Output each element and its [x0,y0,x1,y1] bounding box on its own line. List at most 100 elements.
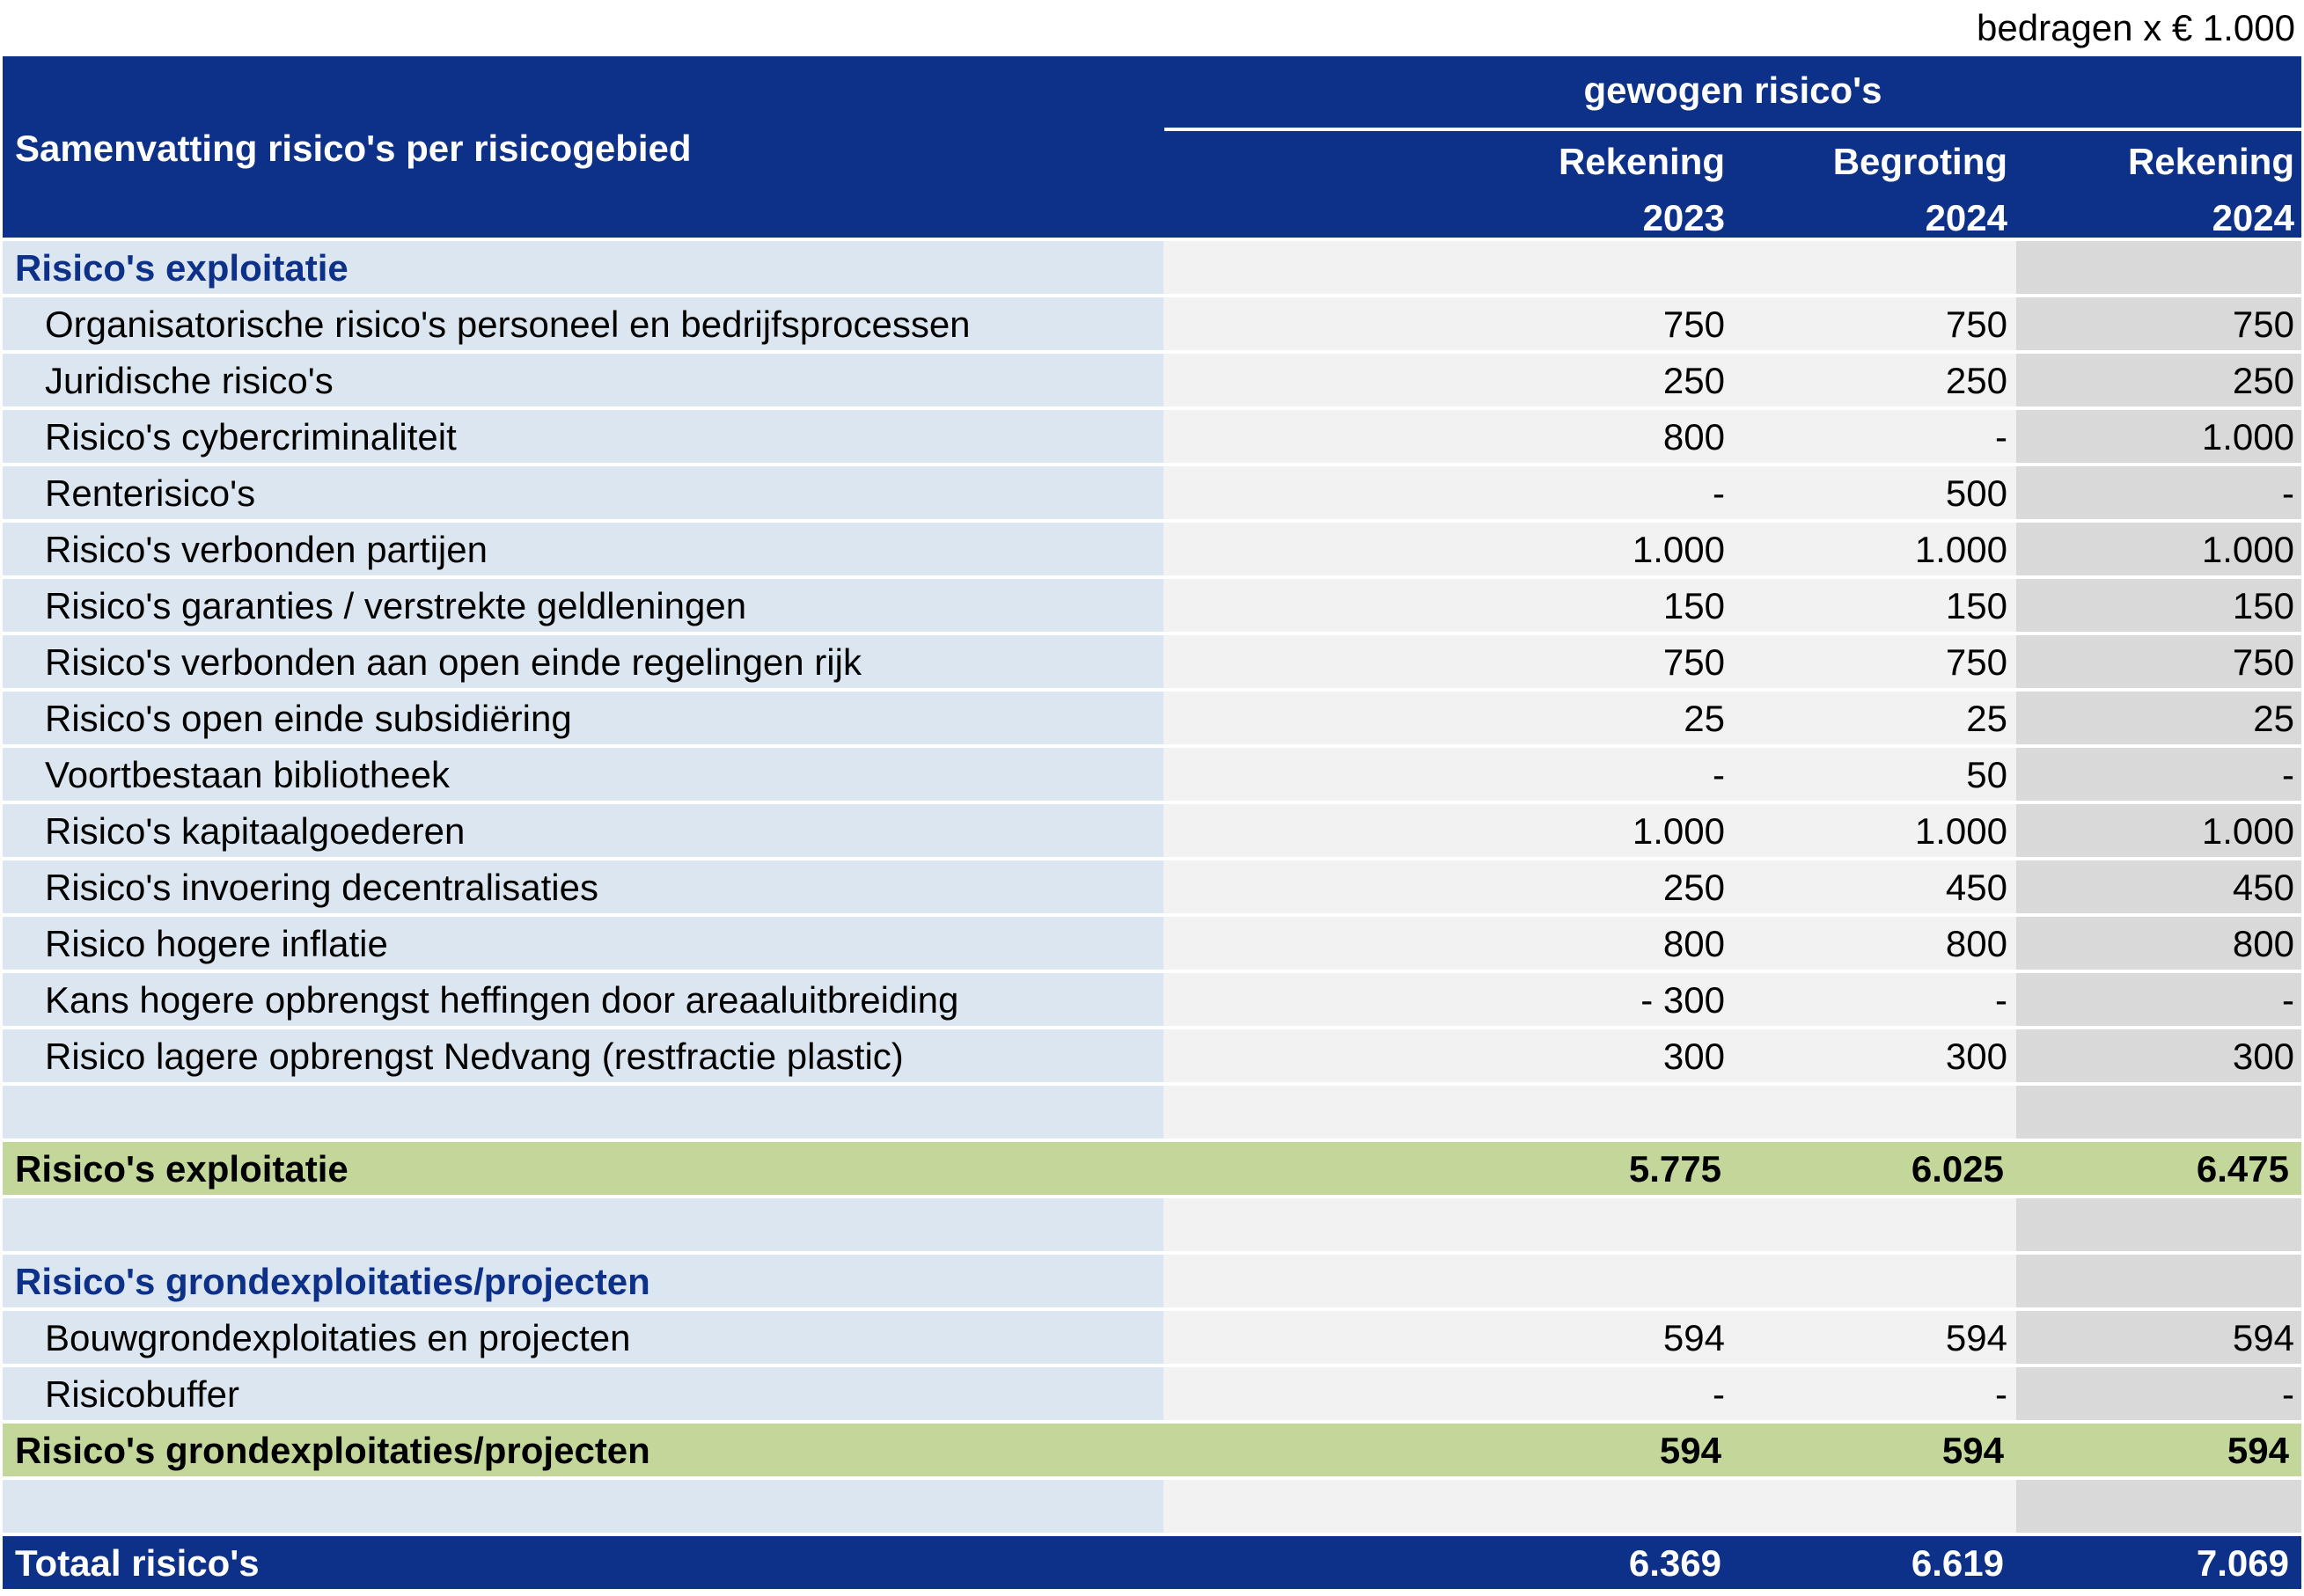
table-header: Samenvatting risico's per risicogebied g… [3,56,2301,238]
row-value-col1: 300 [1163,1029,1734,1082]
row-value-col3: 1.000 [2016,410,2301,463]
row-value-col1: 250 [1163,354,1734,406]
row-value-col1 [1163,1086,1734,1138]
row-label: Risico's verbonden partijen [3,523,1163,575]
row-label: Risico's open einde subsidiëring [3,692,1163,744]
row-value-col1: 5.775 [1163,1142,1734,1195]
row-value-col3: 300 [2016,1029,2301,1082]
row-value-col1: - 300 [1163,973,1734,1026]
row-value-col2: 6.619 [1734,1536,2016,1589]
row-label: Bouwgrondexploitaties en projecten [3,1311,1163,1364]
row-value-col3: 594 [2016,1424,2301,1476]
row-value-col1: 150 [1163,579,1734,632]
row-label: Risico's exploitatie [3,1142,1163,1195]
row-label: Risico hogere inflatie [3,917,1163,970]
row-value-col2: 50 [1734,748,2016,801]
row-label: Risico's verbonden aan open einde regeli… [3,635,1163,688]
row-value-col2 [1734,241,2016,294]
row-value-col3: 800 [2016,917,2301,970]
table-row: Risicobuffer - - - [3,1367,2301,1420]
row-value-col2: 300 [1734,1029,2016,1082]
row-value-col1: 1.000 [1163,523,1734,575]
column-header-rekening-2024: Rekening 2024 [2016,134,2294,246]
row-value-col3: 6.475 [2016,1142,2301,1195]
row-label [3,1086,1163,1138]
table-row: Risico's garanties / verstrekte geldleni… [3,579,2301,632]
row-value-col2: 500 [1734,466,2016,519]
column-header-begroting-2024: Begroting 2024 [1734,134,2007,246]
row-value-col2: - [1734,973,2016,1026]
row-value-col2: 594 [1734,1311,2016,1364]
row-value-col3: - [2016,466,2301,519]
row-label: Risico's cybercriminaliteit [3,410,1163,463]
row-value-col3: 450 [2016,860,2301,913]
row-label: Risico's grondexploitaties/projecten [3,1424,1163,1476]
row-value-col3 [2016,1480,2301,1533]
row-value-col2: 750 [1734,635,2016,688]
row-value-col3: 150 [2016,579,2301,632]
row-value-col1: 250 [1163,860,1734,913]
row-value-col1: 750 [1163,635,1734,688]
row-value-col3: 750 [2016,297,2301,350]
total-row: Totaal risico's 6.369 6.619 7.069 [3,1536,2301,1589]
row-label [3,1480,1163,1533]
table-row: Risico's verbonden partijen 1.000 1.000 1.0… [3,523,2301,575]
row-value-col3 [2016,1255,2301,1307]
row-value-col2: 750 [1734,297,2016,350]
row-value-col2: 6.025 [1734,1142,2016,1195]
row-label: Voortbestaan bibliotheek [3,748,1163,801]
row-value-col2: - [1734,1367,2016,1420]
row-value-col2: 25 [1734,692,2016,744]
row-label: Totaal risico's [3,1536,1163,1589]
row-value-col3: 7.069 [2016,1536,2301,1589]
row-value-col1 [1163,1198,1734,1251]
row-label: Risico's garanties / verstrekte geldleni… [3,579,1163,632]
row-value-col1: - [1163,466,1734,519]
amount-unit-note: bedragen x € 1.000 [1977,7,2295,48]
column-header-line2: 2024 [2212,197,2294,238]
row-value-col2: 250 [1734,354,2016,406]
column-header-line2: 2024 [1925,197,2007,238]
row-value-col3: 594 [2016,1311,2301,1364]
row-label: Risico's invoering decentralisaties [3,860,1163,913]
row-value-col1: 800 [1163,410,1734,463]
row-label [3,1198,1163,1251]
row-value-col1: 6.369 [1163,1536,1734,1589]
subtotal-row: Risico's grondexploitaties/projecten 594 5… [3,1424,2301,1476]
row-value-col2: 800 [1734,917,2016,970]
column-group-header: gewogen risico's [1583,70,1882,111]
row-label: Organisatorische risico's personeel en b… [3,297,1163,350]
row-value-col2: 450 [1734,860,2016,913]
table-row: Risico's invoering decentralisaties 250 45… [3,860,2301,913]
row-value-col2: - [1734,410,2016,463]
row-value-col1: 750 [1163,297,1734,350]
row-label: Risico's kapitaalgoederen [3,804,1163,857]
row-value-col2: 1.000 [1734,804,2016,857]
row-value-col2: 150 [1734,579,2016,632]
column-header-line1: Rekening [2127,141,2294,182]
row-value-col3: 250 [2016,354,2301,406]
row-value-col3: 1.000 [2016,523,2301,575]
spacer-row [3,1086,2301,1138]
row-value-col3: 1.000 [2016,804,2301,857]
row-value-col2 [1734,1086,2016,1138]
table-title: Samenvatting risico's per risicogebied [15,128,692,169]
table-row: Risico's cybercriminaliteit 800-1.000 [3,410,2301,463]
row-value-col1: 594 [1163,1311,1734,1364]
row-value-col1: 1.000 [1163,804,1734,857]
column-header-line1: Begroting [1832,141,2007,182]
row-value-col2 [1734,1480,2016,1533]
table-row: Risico's verbonden aan open einde regeli… [3,635,2301,688]
table-row: Risico's open einde subsidiëring 25 25 25 [3,692,2301,744]
table-row: Risico lagere opbrengst Nedvang (restfra… [3,1029,2301,1082]
header-divider [1164,128,2301,131]
subtotal-row: Risico's exploitatie 5.775 6.025 6.475 [3,1142,2301,1195]
row-value-col2 [1734,1255,2016,1307]
table-row: Organisatorische risico's personeel en b… [3,297,2301,350]
spacer-row [3,1198,2301,1251]
table-row: Juridische risico's 250 250 250 [3,354,2301,406]
row-label: Juridische risico's [3,354,1163,406]
row-label: Renterisico's [3,466,1163,519]
table-row: Kans hogere opbrengst heffingen door are… [3,973,2301,1026]
row-value-col1 [1163,1480,1734,1533]
